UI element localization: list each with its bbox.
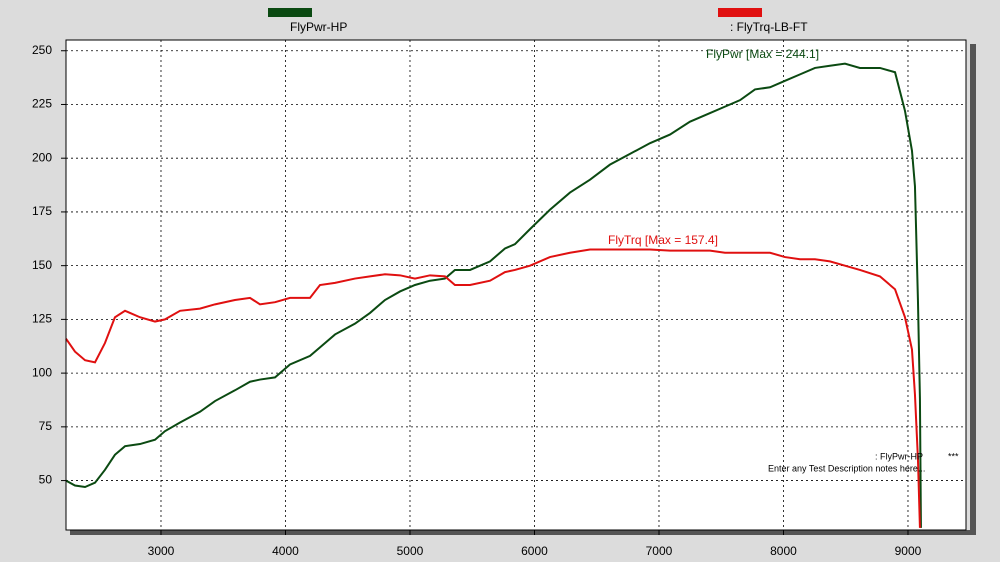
plot-shadow	[970, 44, 976, 534]
y-tick-label: 150	[32, 258, 52, 272]
series-line	[65, 248, 921, 528]
y-tick-label: 100	[32, 365, 52, 379]
lines	[65, 62, 922, 528]
y-tick-label: 75	[39, 419, 53, 433]
annotation: Enter any Test Description notes here...	[768, 463, 925, 473]
y-tick-label: 250	[32, 43, 52, 57]
annotation: FlyPwr [Max = 244.1]	[706, 47, 819, 61]
plot-shadow	[70, 530, 976, 535]
series-line	[65, 62, 922, 528]
legend: FlyPwr-HP : FlyTrq-LB-FT	[268, 8, 808, 34]
x-tick-label: 7000	[646, 544, 673, 558]
x-tick-label: 8000	[770, 544, 797, 558]
x-tick-label: 6000	[521, 544, 548, 558]
annotation: ***	[948, 451, 959, 461]
plot-area	[66, 40, 966, 530]
legend-swatch	[268, 8, 312, 17]
y-tick-label: 125	[32, 312, 52, 326]
annotation: FlyTrq [Max = 157.4]	[608, 233, 718, 247]
x-tick-label: 3000	[148, 544, 175, 558]
y-tick-label: 50	[39, 473, 53, 487]
x-tick-label: 9000	[895, 544, 922, 558]
plot-frame	[65, 39, 967, 531]
y-tick-label: 200	[32, 150, 52, 164]
x-tick-label: 5000	[397, 544, 424, 558]
y-tick-label: 175	[32, 204, 52, 218]
y-tick-label: 225	[32, 97, 52, 111]
legend-swatch	[718, 8, 762, 17]
legend-label: : FlyTrq-LB-FT	[730, 20, 808, 34]
grid	[61, 40, 966, 535]
legend-label: FlyPwr-HP	[290, 20, 347, 34]
x-tick-label: 4000	[272, 544, 299, 558]
annotation: : FlyPwr-HP	[875, 451, 923, 461]
